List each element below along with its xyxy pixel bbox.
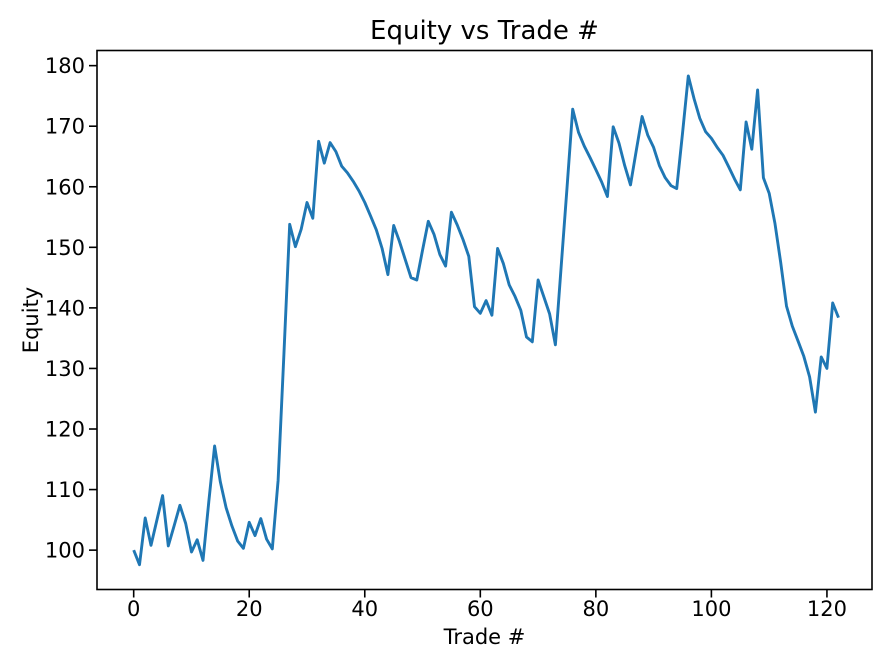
- x-tick-label: 0: [127, 597, 140, 621]
- x-tick-label: 120: [807, 597, 847, 621]
- chart-title: Equity vs Trade #: [370, 16, 599, 46]
- y-tick-label: 180: [45, 54, 85, 78]
- y-tick-label: 110: [45, 478, 85, 502]
- y-tick-label: 160: [45, 175, 85, 199]
- plot-area: [96, 49, 873, 591]
- y-axis-label: Equity: [19, 287, 43, 353]
- y-tick-label: 120: [45, 418, 85, 442]
- x-tick-label: 80: [582, 597, 609, 621]
- x-tick-label: 20: [236, 597, 263, 621]
- y-tick-label: 170: [45, 115, 85, 139]
- x-tick-label: 100: [691, 597, 731, 621]
- y-tick-label: 130: [45, 357, 85, 381]
- x-axis-label: Trade #: [443, 625, 526, 649]
- y-tick-label: 100: [45, 539, 85, 563]
- x-tick-label: 40: [351, 597, 378, 621]
- y-tick-label: 140: [45, 296, 85, 320]
- equity-series-line: [132, 74, 840, 567]
- x-tick-label: 60: [467, 597, 494, 621]
- y-tick-label: 150: [45, 236, 85, 260]
